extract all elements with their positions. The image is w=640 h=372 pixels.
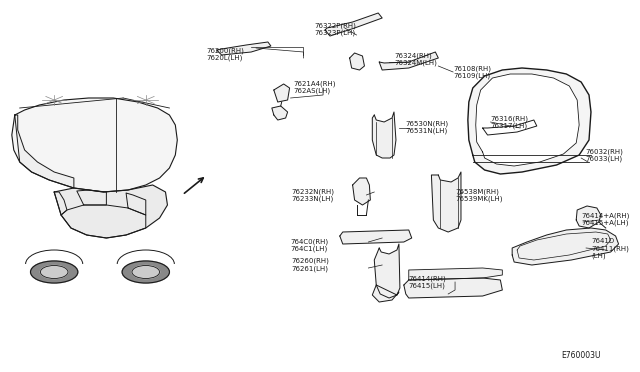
- Polygon shape: [274, 84, 289, 102]
- Polygon shape: [409, 268, 502, 280]
- Text: 76324(RH)
76324M(LH): 76324(RH) 76324M(LH): [394, 52, 437, 66]
- Polygon shape: [483, 120, 537, 135]
- Polygon shape: [349, 53, 364, 70]
- Polygon shape: [468, 68, 591, 174]
- Text: 76108(RH)
76109(LH): 76108(RH) 76109(LH): [453, 65, 491, 79]
- Ellipse shape: [40, 266, 68, 279]
- Text: 76414(RH)
76415(LH): 76414(RH) 76415(LH): [409, 275, 447, 289]
- Polygon shape: [431, 172, 461, 232]
- Polygon shape: [12, 98, 177, 192]
- Text: 76316(RH)
76317(LH): 76316(RH) 76317(LH): [490, 115, 529, 129]
- Polygon shape: [476, 74, 579, 166]
- Polygon shape: [372, 112, 396, 158]
- Polygon shape: [353, 178, 371, 205]
- Polygon shape: [374, 244, 400, 298]
- Text: 76322P(RH)
76323P(LH): 76322P(RH) 76323P(LH): [314, 22, 356, 36]
- Polygon shape: [15, 115, 74, 188]
- Polygon shape: [512, 228, 618, 265]
- Polygon shape: [380, 52, 438, 70]
- Text: 76260(RH)
76261(LH): 76260(RH) 76261(LH): [292, 258, 330, 272]
- Polygon shape: [372, 285, 399, 302]
- Text: 76538M(RH)
76539MK(LH): 76538M(RH) 76539MK(LH): [455, 188, 502, 202]
- Text: 76414+A(RH)
76415+A(LH): 76414+A(RH) 76415+A(LH): [581, 212, 630, 226]
- Text: 7621A4(RH)
762AS(LH): 7621A4(RH) 762AS(LH): [294, 80, 336, 94]
- Polygon shape: [54, 185, 168, 238]
- Polygon shape: [340, 230, 412, 244]
- Text: 7641D
76411(RH)
(LH): 7641D 76411(RH) (LH): [591, 238, 629, 259]
- Text: E760003U: E760003U: [561, 351, 601, 360]
- Text: 764C0(RH)
764C1(LH): 764C0(RH) 764C1(LH): [291, 238, 329, 252]
- Ellipse shape: [31, 261, 78, 283]
- Text: 76232N(RH)
76233N(LH): 76232N(RH) 76233N(LH): [292, 188, 335, 202]
- Ellipse shape: [122, 261, 170, 283]
- Ellipse shape: [132, 266, 159, 279]
- Polygon shape: [217, 42, 271, 55]
- Text: 76200(RH)
7620L(LH): 76200(RH) 7620L(LH): [207, 47, 244, 61]
- Polygon shape: [576, 206, 601, 228]
- Text: 76032(RH)
76033(LH): 76032(RH) 76033(LH): [585, 148, 623, 162]
- Polygon shape: [272, 106, 287, 120]
- Polygon shape: [404, 278, 502, 298]
- Text: 76530N(RH)
76531N(LH): 76530N(RH) 76531N(LH): [406, 120, 449, 134]
- Polygon shape: [325, 13, 382, 36]
